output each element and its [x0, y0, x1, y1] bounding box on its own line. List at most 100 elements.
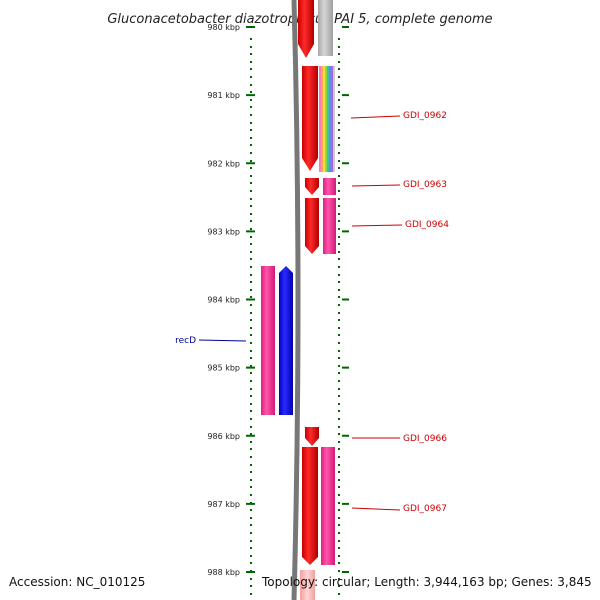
gene-label-gdi-0962[interactable]: GDI_0962: [350, 111, 447, 121]
scale-dot: [250, 319, 252, 321]
scale-dot: [250, 228, 252, 230]
scale-dot: [250, 555, 252, 557]
cds-gdi-0962[interactable]: [302, 66, 318, 171]
scale-dot: [250, 61, 252, 63]
gene-label-text[interactable]: GDI_0967: [403, 504, 447, 514]
scale-dot: [338, 471, 340, 473]
scale-dot: [250, 144, 252, 146]
scale-dot: [250, 175, 252, 177]
cds-recd[interactable]: [279, 266, 293, 415]
gene-label-text[interactable]: GDI_0962: [403, 111, 447, 121]
scale-dot: [250, 304, 252, 306]
cds-feature[interactable]: [298, 0, 314, 58]
scale-dot: [250, 129, 252, 131]
scale-dot: [338, 243, 340, 245]
scale-dot: [250, 433, 252, 435]
scale-dot: [338, 547, 340, 549]
cds-gdi-0964[interactable]: [305, 198, 319, 254]
kbp-label: 981 kbp: [207, 91, 240, 100]
scale-dot: [338, 68, 340, 70]
scale-dot: [250, 547, 252, 549]
gene-label-gdi-0963[interactable]: GDI_0963: [351, 180, 447, 190]
scale-dot: [338, 570, 340, 572]
scale-dot: [250, 448, 252, 450]
gene-label-recd[interactable]: recD: [175, 336, 247, 346]
kbp-label: 985 kbp: [207, 364, 240, 373]
gene-label-gdi-0966[interactable]: GDI_0966: [352, 434, 447, 444]
scale-dot: [338, 76, 340, 78]
scale-dot: [250, 205, 252, 207]
scale-dot: [338, 38, 340, 40]
scale-dot: [338, 532, 340, 534]
scale-dot: [338, 312, 340, 314]
scale-dot: [250, 380, 252, 382]
cds-gdi-0967[interactable]: [302, 447, 318, 565]
grey-feature[interactable]: [318, 0, 333, 56]
scale-dot: [338, 509, 340, 511]
scale-dot: [338, 540, 340, 542]
scale-dot: [338, 46, 340, 48]
scale-dot: [338, 448, 340, 450]
scale-dot: [250, 99, 252, 101]
scale-dot: [338, 129, 340, 131]
scale-dot: [250, 562, 252, 564]
cds-gdi-0963[interactable]: [305, 178, 319, 195]
scale-dot: [250, 251, 252, 253]
scale-dot: [250, 91, 252, 93]
scale-dot: [338, 502, 340, 504]
kbp-label: 983 kbp: [207, 227, 240, 236]
gene-gdi-0967[interactable]: [321, 447, 335, 565]
scale-dot: [338, 213, 340, 215]
scale-dot: [338, 395, 340, 397]
kbp-label: 988 kbp: [207, 568, 240, 577]
scale-dot: [338, 258, 340, 260]
scale-dot: [250, 182, 252, 184]
scale-dot: [250, 509, 252, 511]
scale-dot: [250, 167, 252, 169]
scale-dot: [338, 61, 340, 63]
gene-label-text[interactable]: recD: [175, 336, 196, 346]
scale-dot: [338, 137, 340, 139]
scale-dot: [338, 198, 340, 200]
kbp-label: 986 kbp: [207, 432, 240, 441]
scale-dot: [250, 122, 252, 124]
faded-feature[interactable]: [300, 570, 315, 600]
gene-label-gdi-0967[interactable]: GDI_0967: [351, 504, 447, 514]
gene-recd[interactable]: [261, 266, 275, 415]
gene-label-text[interactable]: GDI_0963: [403, 180, 447, 190]
scale-dot: [338, 327, 340, 329]
scale-dot: [338, 365, 340, 367]
kbp-tick-left: [246, 162, 255, 165]
scale-dot: [250, 426, 252, 428]
accession-text: Accession: NC_010125: [9, 575, 146, 589]
scale-dot: [250, 312, 252, 314]
scale-dot: [250, 274, 252, 276]
scale-dot: [250, 403, 252, 405]
gene-gdi-0962[interactable]: [319, 66, 335, 172]
scale-dot: [338, 486, 340, 488]
gene-gdi-0964[interactable]: [323, 198, 336, 254]
scale-dot: [250, 350, 252, 352]
gene-gdi-0963[interactable]: [323, 178, 336, 195]
scale-dot: [338, 464, 340, 466]
scale-dot: [250, 114, 252, 116]
scale-dot: [250, 289, 252, 291]
scale-dot: [250, 388, 252, 390]
scale-dot: [250, 198, 252, 200]
scale-dot: [250, 76, 252, 78]
scale-dot: [338, 122, 340, 124]
scale-dot: [250, 524, 252, 526]
gene-label-text[interactable]: GDI_0966: [403, 434, 447, 444]
scale-dot: [250, 532, 252, 534]
gene-label-gdi-0964[interactable]: GDI_0964: [351, 220, 449, 230]
scale-dot: [250, 342, 252, 344]
genome-backbone: [291, 0, 301, 600]
scale-dot: [338, 380, 340, 382]
scale-dot: [338, 456, 340, 458]
scale-dot: [250, 517, 252, 519]
scale-dot: [250, 137, 252, 139]
scale-dot: [338, 91, 340, 93]
gene-label-text[interactable]: GDI_0964: [405, 220, 449, 230]
cds-gdi-0966[interactable]: [305, 427, 319, 446]
